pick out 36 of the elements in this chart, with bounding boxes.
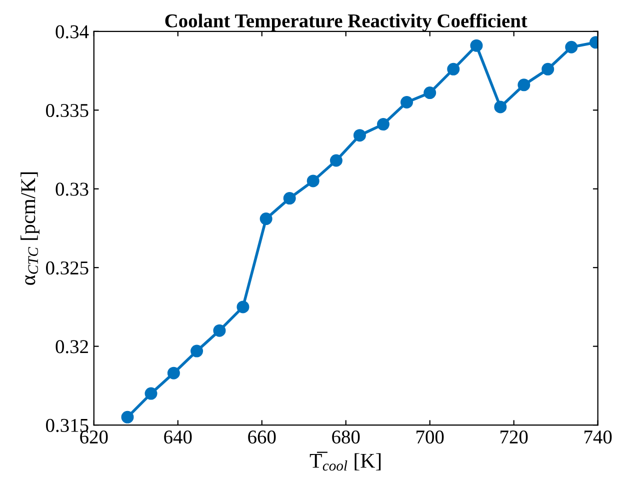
x-tick-label: 740 [584, 430, 612, 444]
y-tick-label: 0.315 [46, 418, 88, 432]
x-tick-label: 680 [332, 430, 360, 444]
point [190, 344, 204, 358]
y-tick-label: 0.34 [56, 25, 89, 38]
point [470, 39, 483, 52]
y-tick-label: 0.335 [46, 104, 88, 118]
point [376, 118, 390, 131]
point [213, 324, 226, 337]
point [400, 96, 414, 108]
point [424, 86, 436, 100]
x-axis-title: T̅$_{cool}$ [K] [310, 452, 381, 471]
x-tick-label: 700 [416, 430, 444, 444]
x-tick-label: 640 [164, 430, 192, 444]
x-tick-label: 720 [500, 430, 528, 444]
y-tick-label: 0.325 [46, 261, 88, 275]
point [167, 366, 180, 380]
y-tick-label: 0.32 [56, 340, 88, 354]
x-tick-label: 660 [248, 430, 276, 444]
point [330, 154, 342, 167]
point [542, 62, 554, 76]
chart-title: Coolant Temperature Reactivity Coefficient [165, 14, 528, 32]
point [447, 62, 460, 76]
x-tick-label: 620 [80, 430, 108, 444]
point [121, 410, 134, 424]
y-axis-title: α$_{CTC}$ [pcm/K] [20, 172, 40, 285]
point [283, 192, 296, 205]
point [494, 100, 507, 114]
point [306, 174, 320, 188]
point [565, 40, 578, 54]
y-tick-label: 0.33 [56, 182, 88, 196]
point [260, 212, 272, 226]
point [353, 129, 366, 142]
point [236, 300, 250, 314]
point [518, 78, 530, 92]
point [144, 387, 158, 400]
